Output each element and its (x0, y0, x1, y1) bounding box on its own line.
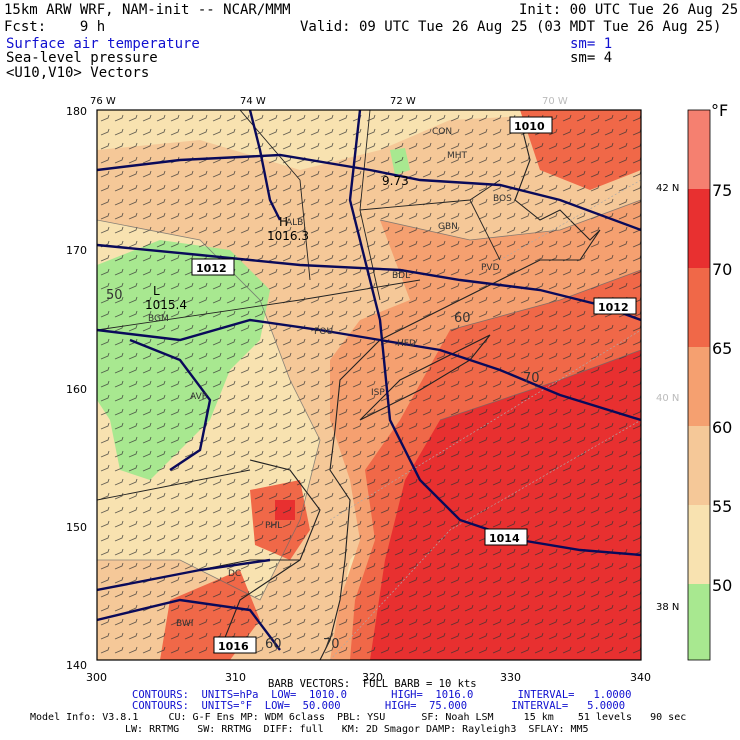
colorbar-tick-50: 50 (712, 576, 732, 595)
barb-note: BARB VECTORS: FULL BARB = 10 kts (268, 678, 477, 690)
valid-time: Valid: 09 UTC Tue 26 Aug 25 (03 MDT Tue … (300, 19, 722, 35)
station-bgm: BGM (148, 314, 169, 324)
init-time: Init: 00 UTC Tue 26 Aug 25 (519, 2, 739, 18)
station-phl: PHL (265, 521, 282, 531)
model-info-line2: LW: RRTMG SW: RRTMG DIFF: full KM: 2D Sm… (125, 724, 589, 735)
lon-label-76w: 76 W (90, 96, 116, 107)
lat-label-38n: 38 N (656, 602, 679, 613)
field-pressure-smooth: sm= 4 (570, 50, 613, 66)
isobar-label-1012-west: 1012 (196, 262, 227, 275)
colorbar-tick-60: 60 (712, 418, 732, 437)
lat-label-40n: 40 N (656, 393, 679, 404)
grid-y-150: 150 (66, 521, 87, 534)
field-pressure-label: Sea-level pressure (6, 50, 158, 66)
forecast-hour: Fcst: 9 h (4, 19, 106, 35)
station-con: CON (432, 127, 452, 137)
colorbar-tick-65: 65 (712, 339, 732, 358)
grid-x-330: 330 (500, 671, 521, 684)
grid-x-340: 340 (630, 671, 651, 684)
station-alb: ALB (286, 218, 303, 228)
pressure-high-value: 1016.3 (267, 229, 309, 243)
lon-label-70w: 70 W (542, 96, 568, 107)
contours-pressure: CONTOURS: UNITS=hPa LOW= 1010.0 HIGH= 10… (132, 689, 632, 701)
temp-label-60-south: 60 (265, 637, 282, 652)
station-avp: AVP (190, 392, 208, 402)
field-vectors-label: <U10,V10> Vectors (6, 65, 150, 81)
pressure-low-label: L (153, 284, 160, 298)
temp-label-60-north: 60 (454, 311, 471, 326)
grid-x-310: 310 (225, 671, 246, 684)
temp-label-50: 50 (106, 288, 123, 303)
lon-label-74w: 74 W (240, 96, 266, 107)
station-bwi: BWI (176, 619, 193, 629)
field-temperature-smooth: sm= 1 (570, 36, 613, 52)
colorbar-tick-70: 70 (712, 260, 732, 279)
grid-y-180: 180 (66, 105, 87, 118)
station-mht: MHT (447, 151, 468, 161)
pressure-low-value: 1015.4 (145, 298, 187, 312)
colorbar-tick-75: 75 (712, 181, 732, 200)
model-info-line1: Model Info: V3.8.1 CU: G-F Ens MP: WDM 6… (30, 712, 687, 723)
spot-value: 9.73 (382, 174, 409, 188)
station-dc: DC (228, 569, 241, 579)
isobar-label-1014-east: 1014 (489, 532, 520, 545)
lon-label-72w: 72 W (390, 96, 416, 107)
station-isp: ISP (371, 388, 385, 398)
grid-y-170: 170 (66, 244, 87, 257)
temp-label-70-south: 70 (323, 637, 340, 652)
station-pvd: PVD (481, 263, 500, 273)
station-bdl: BDL (392, 271, 410, 281)
grid-x-300: 300 (86, 671, 107, 684)
isobar-label-1016: 1016 (218, 640, 249, 653)
grid-y-160: 160 (66, 383, 87, 396)
station-bos: BOS (493, 194, 512, 204)
grid-y-140: 140 (66, 659, 87, 672)
lat-label-42n: 42 N (656, 183, 679, 194)
station-gbn: GBN (438, 222, 458, 232)
station-hfd: HFD (397, 339, 416, 349)
field-temperature-label: Surface air temperature (6, 36, 200, 52)
grid-x-320: 320 (362, 671, 383, 684)
colorbar-tick-55: 55 (712, 497, 732, 516)
pressure-high-label: H (279, 215, 288, 229)
contours-temperature: CONTOURS: UNITS=°F LOW= 50.000 HIGH= 75.… (132, 700, 626, 712)
model-title: 15km ARW WRF, NAM-init -- NCAR/MMM (4, 2, 291, 18)
temp-label-70-east: 70 (523, 371, 540, 386)
station-pou: POU (314, 327, 333, 337)
temperature-field (97, 110, 641, 660)
isobar-label-1012-east: 1012 (598, 301, 629, 314)
colorbar-unit: °F (711, 101, 728, 120)
colorbar (687, 109, 711, 661)
isobar-label-1010: 1010 (514, 120, 545, 133)
